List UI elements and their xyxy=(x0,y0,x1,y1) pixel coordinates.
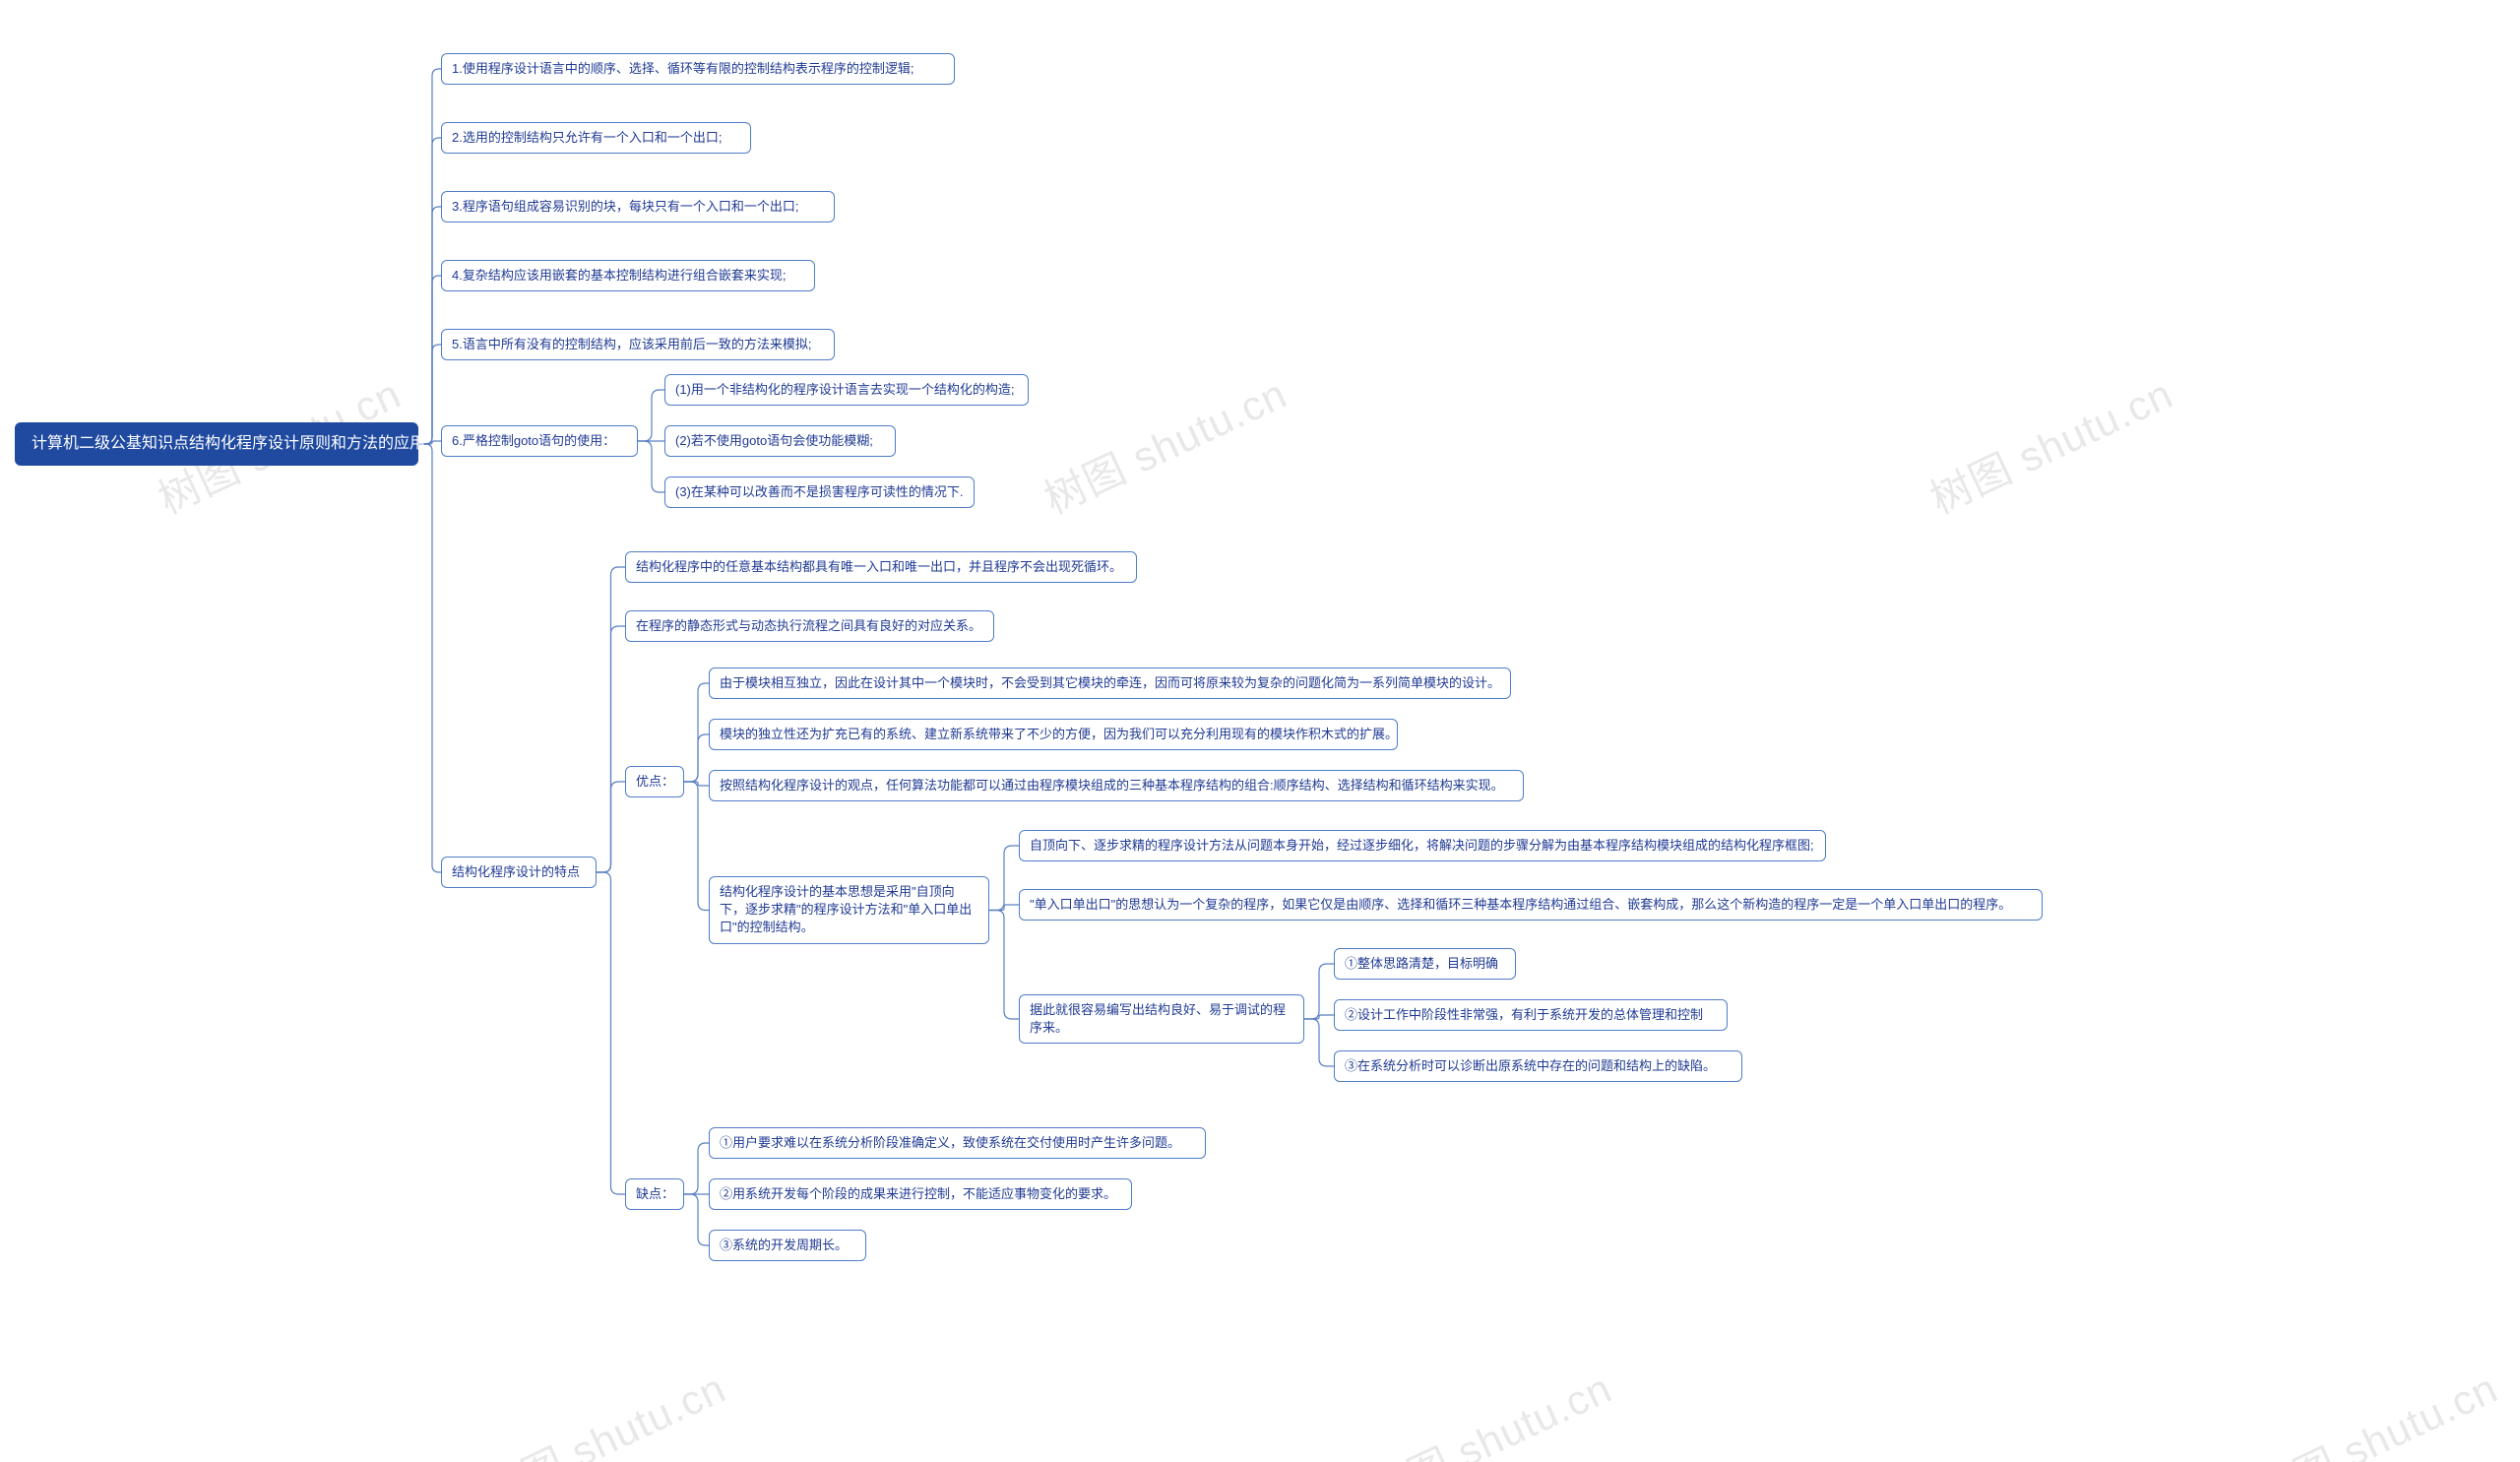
connector xyxy=(684,683,709,782)
node-adv4[interactable]: 结构化程序设计的基本思想是采用"自顶向下，逐步求精"的程序设计方法和"单入口单出… xyxy=(709,876,989,944)
connector xyxy=(989,905,1019,911)
connector xyxy=(418,345,441,444)
node-n6c[interactable]: (3)在某种可以改善而不是损害程序可读性的情况下. xyxy=(664,477,975,508)
node-n7[interactable]: 结构化程序设计的特点 xyxy=(441,857,597,888)
node-n6a[interactable]: (1)用一个非结构化的程序设计语言去实现一个结构化的构造; xyxy=(664,374,1029,406)
node-c1[interactable]: ①整体思路清楚，目标明确 xyxy=(1334,948,1516,980)
node-n7d[interactable]: 缺点： xyxy=(625,1178,684,1210)
root-node[interactable]: 计算机二级公基知识点结构化程序设计原则和方法的应用 xyxy=(15,422,418,466)
connector xyxy=(684,1194,709,1245)
node-adv2[interactable]: 模块的独立性还为扩充已有的系统、建立新系统带来了不少的方便，因为我们可以充分利用… xyxy=(709,719,1398,750)
node-n2[interactable]: 2.选用的控制结构只允许有一个入口和一个出口; xyxy=(441,122,751,154)
connector xyxy=(418,444,441,872)
connector xyxy=(1304,1019,1334,1066)
node-n6b[interactable]: (2)若不使用goto语句会使功能模糊; xyxy=(664,425,896,457)
connector xyxy=(418,276,441,444)
connector xyxy=(638,390,664,441)
node-n5[interactable]: 5.语言中所有没有的控制结构，应该采用前后一致的方法来模拟; xyxy=(441,329,835,360)
node-n3[interactable]: 3.程序语句组成容易识别的块，每块只有一个入口和一个出口; xyxy=(441,191,835,222)
node-c2[interactable]: ②设计工作中阶段性非常强，有利于系统开发的总体管理和控制 xyxy=(1334,999,1728,1031)
node-n1[interactable]: 1.使用程序设计语言中的顺序、选择、循环等有限的控制结构表示程序的控制逻辑; xyxy=(441,53,955,85)
connector xyxy=(1304,964,1334,1019)
node-dis2[interactable]: ②用系统开发每个阶段的成果来进行控制，不能适应事物变化的要求。 xyxy=(709,1178,1132,1210)
connector xyxy=(418,69,441,444)
node-n7c[interactable]: 优点： xyxy=(625,766,684,797)
node-dis1[interactable]: ①用户要求难以在系统分析阶段准确定义，致使系统在交付使用时产生许多问题。 xyxy=(709,1127,1206,1159)
node-a4c[interactable]: 据此就很容易编写出结构良好、易于调试的程序来。 xyxy=(1019,994,1304,1044)
connector xyxy=(684,1143,709,1194)
node-a4b[interactable]: "单入口单出口"的思想认为一个复杂的程序，如果它仅是由顺序、选择和循环三种基本程… xyxy=(1019,889,2043,921)
connector xyxy=(989,911,1019,1020)
connector xyxy=(684,734,709,782)
connector xyxy=(638,441,664,492)
node-n6[interactable]: 6.严格控制goto语句的使用： xyxy=(441,425,638,457)
connector xyxy=(684,782,709,911)
node-dis3[interactable]: ③系统的开发周期长。 xyxy=(709,1230,866,1261)
connector xyxy=(597,872,625,1194)
node-n4[interactable]: 4.复杂结构应该用嵌套的基本控制结构进行组合嵌套来实现; xyxy=(441,260,815,291)
connector xyxy=(989,846,1019,911)
node-a4a[interactable]: 自顶向下、逐步求精的程序设计方法从问题本身开始，经过逐步细化，将解决问题的步骤分… xyxy=(1019,830,1826,861)
node-c3[interactable]: ③在系统分析时可以诊断出原系统中存在的问题和结构上的缺陷。 xyxy=(1334,1050,1742,1082)
connector xyxy=(597,782,625,872)
node-adv3[interactable]: 按照结构化程序设计的观点，任何算法功能都可以通过由程序模块组成的三种基本程序结构… xyxy=(709,770,1524,801)
node-n7a[interactable]: 结构化程序中的任意基本结构都具有唯一入口和唯一出口，并且程序不会出现死循环。 xyxy=(625,551,1137,583)
connector xyxy=(418,138,441,444)
node-adv1[interactable]: 由于模块相互独立，因此在设计其中一个模块时，不会受到其它模块的牵连，因而可将原来… xyxy=(709,667,1511,699)
node-n7b[interactable]: 在程序的静态形式与动态执行流程之间具有良好的对应关系。 xyxy=(625,610,994,642)
connector xyxy=(418,207,441,444)
